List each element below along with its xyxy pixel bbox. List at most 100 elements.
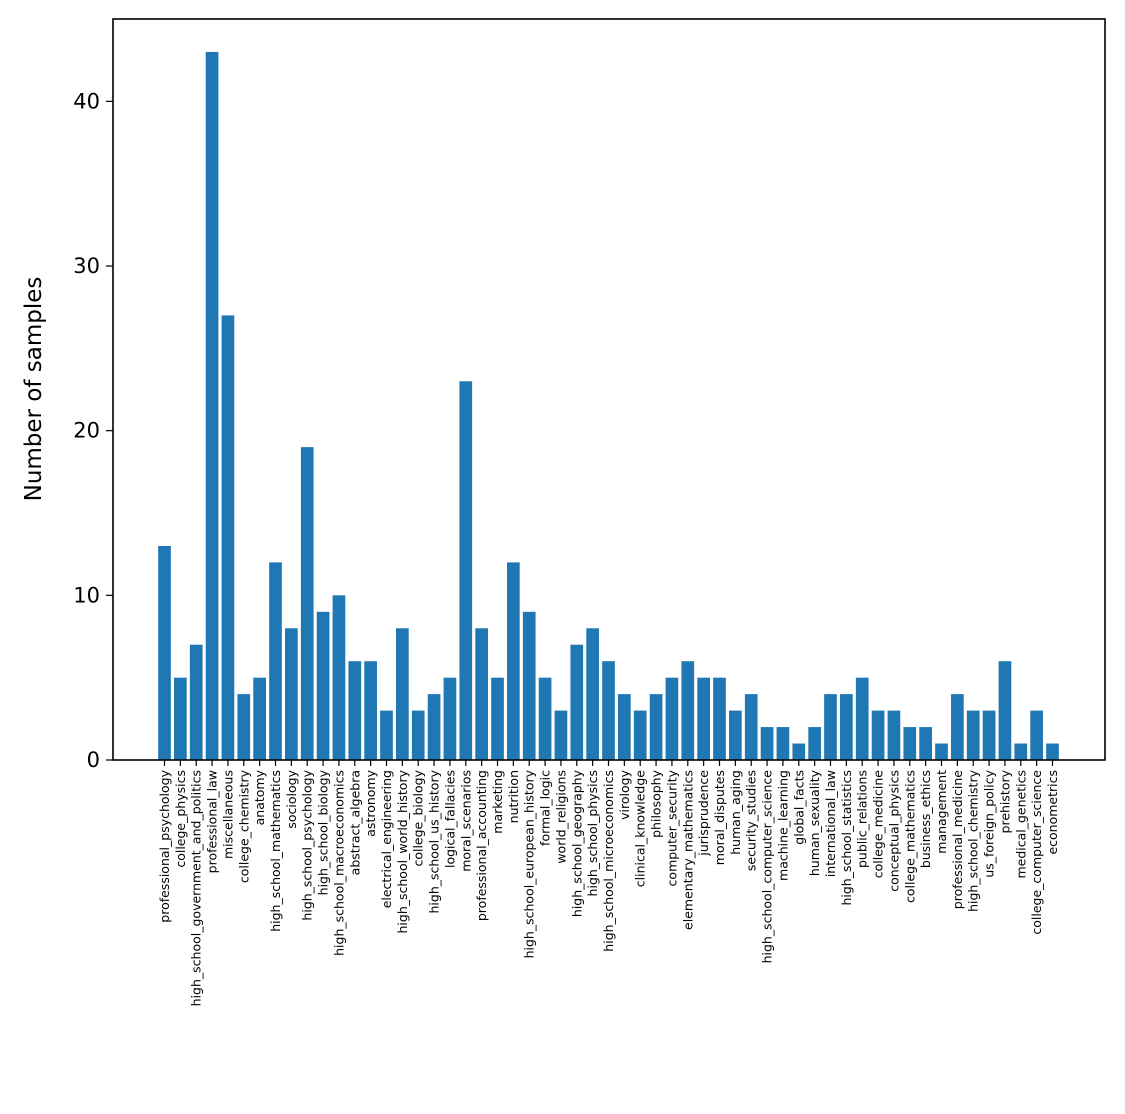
x-tick-label: anatomy [252,769,267,825]
bar-high_school_statistics [840,694,853,760]
bar-high_school_physics [586,628,599,760]
x-tick-label: marketing [490,770,505,834]
bar-high_school_psychology [300,447,314,760]
bar-college_biology [411,710,425,760]
bar-computer_security [665,677,679,760]
x-tick-label: professional_medicine [950,770,965,910]
x-tick-label: human_sexuality [807,769,822,876]
x-tick-label: econometrics [1045,770,1060,855]
x-tick-label: world_religions [553,770,568,864]
x-tick-label: high_school_government_and_politics [189,770,204,1006]
x-tick-label: college_mathematics [902,770,917,903]
bar-business_ethics [919,727,932,760]
x-tick-label: high_school_world_history [395,769,410,933]
bar-security_studies [744,694,758,760]
bar-formal_logic [538,677,552,760]
bar-professional_law [205,51,219,761]
bars-group [158,51,1059,761]
x-tick-label: management [934,770,949,854]
x-tick-label: virology [617,769,632,819]
x-tick-label: high_school_computer_science [760,770,775,964]
plot-frame [112,18,1106,761]
x-tick-label: high_school_microeconomics [601,770,616,952]
bar-abstract_algebra [348,661,362,760]
x-tick-label: machine_learning [775,770,790,881]
x-tick-label: professional_law [205,770,220,873]
bar-professional_medicine [951,694,964,760]
bar-nutrition [507,562,520,760]
x-tick-label: college_physics [173,770,188,868]
x-tick-label: international_law [823,770,838,877]
x-tick-label: medical_genetics [1013,770,1028,879]
x-tick-label: high_school_geography [569,769,584,917]
x-tick-label: prehistory [997,769,1012,833]
x-tick-label: jurisprudence [696,770,711,857]
bar-electrical_engineering [380,710,393,760]
y-tick-label: 20 [73,419,100,443]
bar-elementary_mathematics [681,661,695,760]
x-tick-label: philosophy [649,769,664,837]
y-tick-label: 40 [73,89,100,113]
x-tick-label: human_aging [728,770,743,855]
bar-miscellaneous [221,315,235,760]
y-tick-label: 0 [87,748,100,772]
bar-professional_accounting [475,628,488,760]
x-axis: professional_psychology college_physics hi… [157,760,1060,1006]
bar-machine_learning [776,727,790,760]
bar-us_foreign_policy [982,710,996,760]
bar-high_school_chemistry [966,710,980,760]
y-tick-label: 30 [73,254,100,278]
x-tick-label: conceptual_physics [886,770,901,892]
bar-moral_disputes [713,677,726,760]
x-tick-label: high_school_biology [316,769,331,895]
bar-college_mathematics [903,727,917,760]
y-tick-label: 10 [73,583,100,607]
bar-medical_genetics [1014,743,1028,760]
x-tick-label: us_foreign_policy [982,769,997,877]
bar-marketing [491,677,504,760]
x-tick-label: professional_accounting [474,770,489,921]
x-tick-label: high_school_psychology [300,769,315,920]
bar-high_school_macroeconomics [332,595,346,760]
bar-anatomy [253,677,266,760]
x-tick-label: college_medicine [871,770,886,879]
bar-world_religions [554,710,568,760]
bar-college_computer_science [1030,710,1043,760]
bar-college_physics [174,677,187,760]
y-axis: 0 10 20 30 40 [73,89,113,772]
x-tick-label: professional_psychology [157,769,172,922]
x-tick-label: business_ethics [918,770,933,868]
x-tick-label: high_school_macroeconomics [331,770,346,956]
bar-high_school_world_history [396,628,409,760]
bar-human_aging [729,710,742,760]
bar-high_school_computer_science [760,727,774,760]
bar-public_relations [855,677,869,760]
bar-management [935,743,948,760]
x-tick-label: high_school_mathematics [268,770,283,932]
x-tick-label: high_school_european_history [522,769,537,958]
bar-jurisprudence [697,677,710,760]
bar-moral_scenarios [459,381,473,760]
x-tick-label: logical_fallacies [442,770,457,868]
x-tick-label: college_biology [411,769,426,866]
x-tick-label: miscellaneous [220,770,235,859]
x-tick-label: high_school_physics [585,770,600,896]
bar-sociology [285,628,298,760]
x-tick-label: college_chemistry [236,769,251,883]
bar-global_facts [792,743,806,760]
x-tick-label: nutrition [506,770,521,823]
bar-econometrics [1046,743,1059,760]
x-tick-label: public_relations [855,770,870,868]
bar-college_chemistry [237,694,251,760]
bar-professional_psychology [158,545,171,760]
bar-high_school_european_history [522,611,536,760]
bar-virology [618,694,631,760]
x-tick-label: college_computer_science [1029,770,1044,935]
x-tick-label: global_facts [791,770,806,845]
bar-high_school_us_history [427,694,441,760]
x-tick-label: elementary_mathematics [680,770,695,930]
x-tick-label: computer_security [664,769,679,886]
x-tick-label: astronomy [363,769,378,836]
